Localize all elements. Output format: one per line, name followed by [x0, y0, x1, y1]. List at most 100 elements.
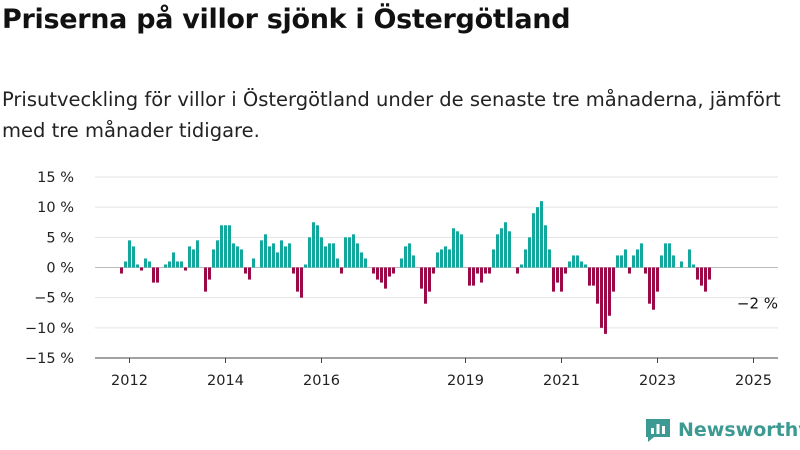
bar [616, 255, 619, 268]
bar [220, 225, 223, 268]
bar [632, 255, 635, 268]
bar [296, 267, 299, 292]
bar [232, 243, 235, 268]
bar [404, 246, 407, 268]
bar [552, 267, 555, 292]
bar [392, 267, 395, 274]
bar [576, 255, 579, 268]
bar [436, 252, 439, 268]
bar [580, 261, 583, 268]
bar [452, 228, 455, 268]
bar [360, 252, 363, 268]
y-tick-label: 10 % [37, 200, 74, 216]
bar [340, 267, 343, 274]
bar [336, 258, 339, 268]
y-tick-label: −5 % [34, 291, 74, 307]
bar [332, 243, 335, 268]
bar [660, 255, 663, 268]
bar [292, 267, 295, 274]
bar [128, 240, 131, 268]
bar [672, 255, 675, 268]
bar [492, 249, 495, 268]
bar [320, 237, 323, 268]
x-tick-label: 2019 [447, 373, 484, 389]
bar [456, 231, 459, 268]
bar [480, 267, 483, 283]
y-tick-label: 5 % [46, 230, 74, 246]
bar [500, 228, 503, 268]
bar [144, 258, 147, 268]
last-value-annotation: −2 % [737, 295, 778, 313]
bar [560, 267, 563, 292]
bar [132, 246, 135, 268]
bar [528, 237, 531, 268]
bar [140, 267, 143, 271]
bar [444, 246, 447, 268]
bar [240, 249, 243, 268]
y-tick-label: −10 % [25, 321, 74, 337]
bar [252, 258, 255, 268]
bar [280, 240, 283, 268]
bar [388, 267, 391, 277]
bar [180, 261, 183, 268]
bar [460, 234, 463, 268]
bar [236, 246, 239, 268]
bar [708, 267, 711, 280]
bar [356, 243, 359, 268]
bar [268, 246, 271, 268]
bar [596, 267, 599, 304]
bar [584, 264, 587, 268]
bar [644, 267, 647, 274]
x-tick-label: 2023 [639, 373, 676, 389]
x-tick-label: 2014 [207, 373, 244, 389]
bar [228, 225, 231, 268]
bar [608, 267, 611, 316]
bar [328, 243, 331, 268]
x-tick-label: 2025 [735, 373, 772, 389]
bar [704, 267, 707, 292]
bar [124, 261, 127, 268]
bar [664, 243, 667, 268]
bar [468, 267, 471, 286]
bar [176, 261, 179, 268]
bar [372, 267, 375, 274]
bar [324, 246, 327, 268]
bar [432, 267, 435, 274]
bar [288, 243, 291, 268]
bar [620, 255, 623, 268]
bar [352, 234, 355, 268]
bar [264, 234, 267, 268]
bar [424, 267, 427, 304]
bar [696, 267, 699, 280]
bar [284, 246, 287, 268]
bar [164, 264, 167, 268]
y-tick-label: 0 % [46, 261, 74, 277]
bar [536, 207, 539, 268]
bar [244, 267, 247, 274]
bar [384, 267, 387, 289]
bar [656, 267, 659, 292]
bar [556, 267, 559, 283]
x-tick-label: 2016 [303, 373, 340, 389]
bar [248, 267, 251, 280]
bar [496, 234, 499, 268]
bar [380, 267, 383, 283]
bar [212, 249, 215, 268]
y-tick-label: 15 % [37, 170, 74, 186]
bar [188, 246, 191, 268]
bar [168, 261, 171, 268]
bar [440, 249, 443, 268]
bar [668, 243, 671, 268]
bar [508, 231, 511, 268]
bar [612, 267, 615, 292]
bar [652, 267, 655, 310]
bar [532, 213, 535, 268]
x-tick-label: 2012 [111, 373, 148, 389]
bar [624, 249, 627, 268]
bar [604, 267, 607, 334]
bar [224, 225, 227, 268]
bar [420, 267, 423, 289]
bar [148, 261, 151, 268]
bar [428, 267, 431, 292]
bar [592, 267, 595, 286]
